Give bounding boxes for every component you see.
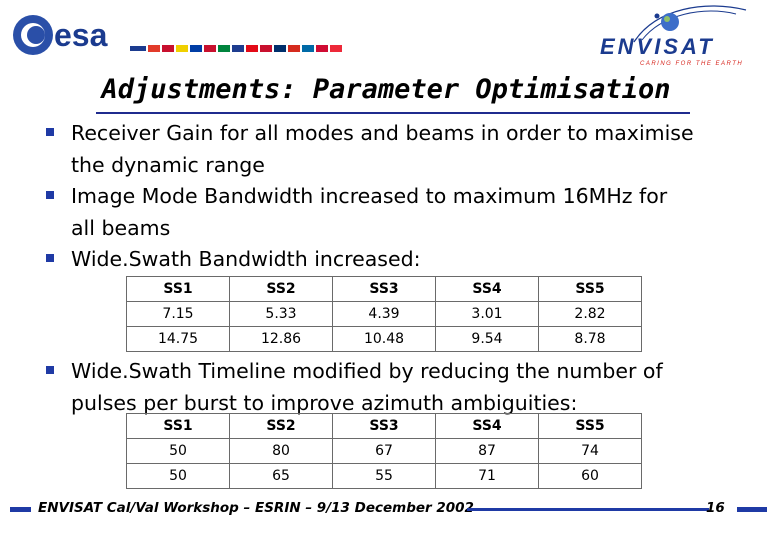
page-number: 16 bbox=[706, 500, 725, 516]
table-header-cell: SS2 bbox=[229, 276, 333, 302]
table-cell: 60 bbox=[538, 463, 642, 489]
table-cell: 80 bbox=[229, 438, 333, 464]
table-cell: 50 bbox=[126, 438, 230, 464]
table-cell: 9.54 bbox=[435, 326, 539, 352]
table-header-cell: SS5 bbox=[538, 276, 642, 302]
table-cell: 12.86 bbox=[229, 326, 333, 352]
bullet-text-line: Wide.Swath Timeline modified by reducing… bbox=[71, 359, 663, 383]
bullet-square-icon bbox=[46, 191, 54, 199]
table-header-cell: SS3 bbox=[332, 276, 436, 302]
title-underline bbox=[96, 112, 690, 114]
table-header-cell: SS3 bbox=[332, 413, 436, 439]
table-cell: 4.39 bbox=[332, 301, 436, 327]
footer-text: ENVISAT Cal/Val Workshop – ESRIN – 9/13 … bbox=[38, 500, 474, 516]
table-header-cell: SS4 bbox=[435, 276, 539, 302]
table-header-row: SS1 SS2 SS3 SS4 SS5 bbox=[126, 276, 642, 302]
page-title: Adjustments: Parameter Optimisation bbox=[101, 74, 671, 105]
table-cell: 87 bbox=[435, 438, 539, 464]
table-cell: 3.01 bbox=[435, 301, 539, 327]
bullet-text-line: pulses per burst to improve azimuth ambi… bbox=[71, 391, 578, 415]
table-header-cell: SS5 bbox=[538, 413, 642, 439]
table-cell: 50 bbox=[126, 463, 230, 489]
bullet-text-line: Wide.Swath Bandwidth increased: bbox=[71, 247, 421, 271]
esa-logo-text: esa bbox=[54, 17, 108, 53]
table-header-cell: SS2 bbox=[229, 413, 333, 439]
footer-right-bar bbox=[737, 507, 767, 512]
table-cell: 74 bbox=[538, 438, 642, 464]
table-header-cell: SS4 bbox=[435, 413, 539, 439]
esa-logo: esa bbox=[13, 15, 342, 55]
table-cell: 14.75 bbox=[126, 326, 230, 352]
table-row: 14.75 12.86 10.48 9.54 8.78 bbox=[126, 326, 642, 352]
footer-rule bbox=[467, 508, 709, 511]
bullet-text-line: Image Mode Bandwidth increased to maximu… bbox=[71, 184, 668, 208]
bullet-text-line: all beams bbox=[71, 216, 171, 240]
envisat-tagline: CARING FOR THE EARTH bbox=[640, 61, 743, 67]
pulses-table: SS1 SS2 SS3 SS4 SS5 50 80 67 87 74 50 65… bbox=[126, 413, 642, 489]
table-header-row: SS1 SS2 SS3 SS4 SS5 bbox=[126, 413, 642, 439]
table-row: 50 80 67 87 74 bbox=[126, 438, 642, 464]
table-cell: 65 bbox=[229, 463, 333, 489]
table-header-cell: SS1 bbox=[126, 413, 230, 439]
table-cell: 10.48 bbox=[332, 326, 436, 352]
envisat-logo: ENVISAT CARING FOR THE EARTH bbox=[600, 5, 747, 67]
table-row: 50 65 55 71 60 bbox=[126, 463, 642, 489]
bandwidth-table: SS1 SS2 SS3 SS4 SS5 7.15 5.33 4.39 3.01 … bbox=[126, 276, 642, 352]
bullet-text-line: Receiver Gain for all modes and beams in… bbox=[71, 121, 694, 145]
table-cell: 7.15 bbox=[126, 301, 230, 327]
bullet-square-icon bbox=[46, 366, 54, 374]
table-cell: 5.33 bbox=[229, 301, 333, 327]
bullet-square-icon bbox=[46, 254, 54, 262]
table-cell: 55 bbox=[332, 463, 436, 489]
table-header-cell: SS1 bbox=[126, 276, 230, 302]
table-cell: 2.82 bbox=[538, 301, 642, 327]
table-cell: 67 bbox=[332, 438, 436, 464]
table-cell: 71 bbox=[435, 463, 539, 489]
bullet-square-icon bbox=[46, 128, 54, 136]
table-cell: 8.78 bbox=[538, 326, 642, 352]
footer-left-bar bbox=[10, 507, 31, 512]
table-row: 7.15 5.33 4.39 3.01 2.82 bbox=[126, 301, 642, 327]
envisat-logo-text: ENVISAT bbox=[600, 34, 715, 59]
bullet-text-line: the dynamic range bbox=[71, 153, 265, 177]
